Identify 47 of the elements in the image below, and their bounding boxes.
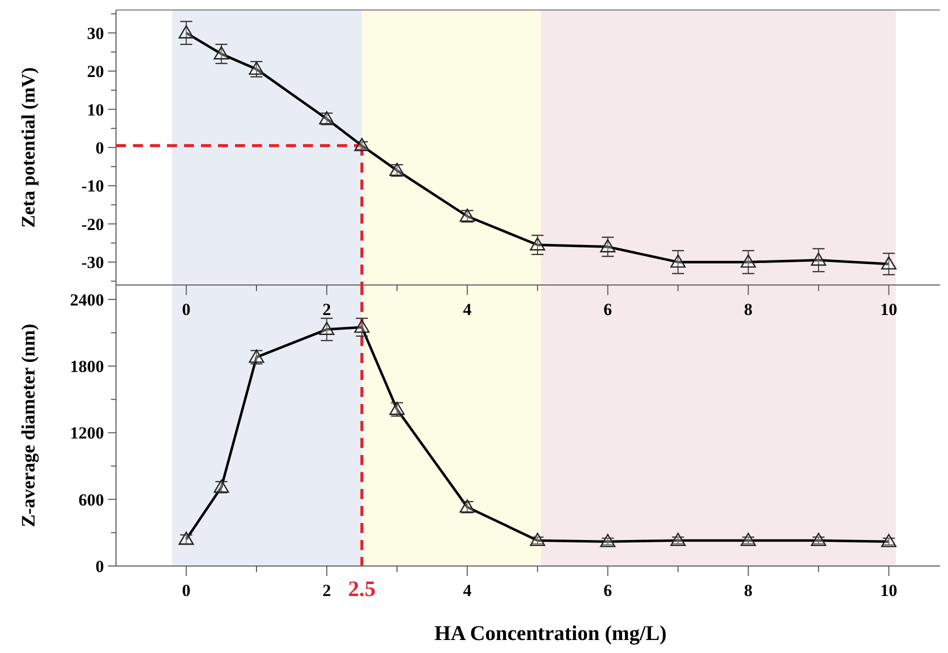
y-tick-label: 600 (78, 490, 104, 510)
point (354, 320, 370, 333)
y-tick-label: -20 (81, 214, 104, 234)
point (670, 254, 686, 268)
y-tick-label: -10 (81, 176, 104, 196)
point (740, 254, 756, 268)
y-tick-label: 10 (87, 100, 104, 120)
point (354, 138, 370, 152)
y-tick-label: -30 (81, 253, 104, 272)
x-tick-label: 4 (463, 581, 472, 600)
ref-line-label: 2.5 (348, 576, 376, 601)
x-tick-label: 2 (322, 300, 332, 319)
point (881, 256, 896, 270)
x-tick-label: 8 (744, 581, 753, 600)
point (600, 534, 616, 548)
point (881, 534, 896, 548)
y-tick-label: 0 (96, 138, 104, 158)
y-tick-label: 1200 (70, 424, 104, 443)
y-tick-label: 30 (87, 24, 104, 43)
x-tick-label: 6 (604, 300, 612, 319)
y-tick-label: 20 (87, 62, 104, 82)
y-axis-title: Zeta potential (mV) (18, 67, 40, 228)
point (600, 239, 616, 252)
x-tick-label: 0 (182, 300, 191, 319)
point (810, 532, 826, 546)
point (740, 532, 756, 546)
point (670, 532, 686, 546)
x-tick-label: 8 (744, 300, 753, 319)
point (530, 237, 546, 250)
point (214, 46, 230, 60)
point (530, 532, 546, 546)
x-tick-label: 6 (604, 581, 612, 600)
x-tick-label: 10 (880, 581, 898, 600)
point (319, 322, 334, 335)
x-tick-label: 10 (880, 300, 898, 319)
point (178, 532, 194, 545)
point (810, 252, 826, 266)
y-tick-label: 0 (96, 556, 104, 576)
y-axis-title: Z-average diameter (nm) (18, 324, 40, 528)
y-tick-label: 1800 (70, 357, 104, 376)
point (178, 25, 194, 38)
x-tick-label: 2 (322, 581, 332, 600)
x-tick-label: 4 (463, 300, 472, 319)
x-axis-title: HA Concentration (mg/L) (434, 621, 667, 645)
point (248, 62, 264, 75)
y-tick-label: 2400 (70, 290, 104, 310)
x-tick-label: 0 (182, 581, 191, 600)
